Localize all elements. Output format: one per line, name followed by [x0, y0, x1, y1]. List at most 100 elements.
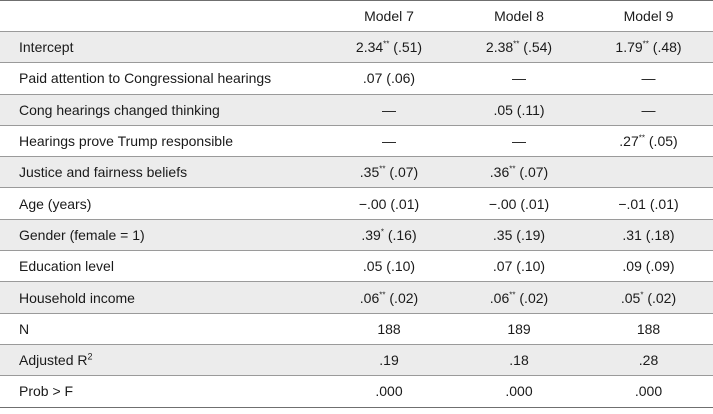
row-label: Adjusted R2 [0, 344, 324, 375]
coefficient-value: 2.38 [485, 39, 514, 56]
standard-error-value: (.48) [648, 39, 682, 56]
coefficient-value: −.00 [488, 195, 517, 212]
coefficient-value: .31 [622, 226, 642, 243]
standard-error-value: (.11) [512, 101, 545, 118]
significance-marker: ** [513, 39, 520, 49]
table-cell: .06** (.02) [324, 282, 454, 313]
table-cell: 189 [454, 313, 584, 344]
coefficient-value: 188 [377, 320, 401, 337]
table-row: N 188 189 188 [0, 313, 713, 345]
table-cell: .27** (.05) [584, 125, 713, 156]
coefficient-value: — [382, 101, 396, 118]
table-cell [584, 157, 713, 188]
row-label-text: Age (years) [19, 195, 92, 212]
coefficient-value: .07 [362, 70, 383, 87]
standard-error-value: (.10) [382, 258, 416, 275]
standard-error-value: (.01) [386, 195, 420, 212]
table-cell: −.00 (.01) [324, 188, 454, 219]
table-cell: 1.79** (.48) [584, 32, 713, 63]
table-row: Hearings prove Trump responsible — — .27** … [0, 125, 713, 157]
standard-error-value: (.07) [385, 164, 419, 181]
table-cell: −.00 (.01) [454, 188, 584, 219]
standard-error-value: (.16) [383, 226, 417, 243]
coefficient-value: −.00 [358, 195, 387, 212]
table-body: Intercept 2.34** (.51) 2.38** (.54) 1.79** … [0, 31, 713, 408]
table-cell: 2.34** (.51) [324, 32, 454, 63]
coefficient-value: — [382, 133, 396, 150]
row-label: Household income [0, 282, 324, 313]
table-row: Education level .05 (.10) .07 (.10) .09 (.0… [0, 250, 713, 282]
table-cell: .39* (.16) [324, 219, 454, 250]
row-label-text: Adjusted R [19, 352, 88, 369]
table-row: Intercept 2.34** (.51) 2.38** (.54) 1.79** … [0, 31, 713, 63]
table-cell: .18 [454, 344, 584, 375]
standard-error-value: (.19) [512, 226, 546, 243]
row-label-text: Education level [19, 258, 114, 275]
table-cell: .05* (.02) [584, 282, 713, 313]
table-cell: .07 (.10) [454, 251, 584, 282]
coefficient-value: .06 [489, 289, 510, 306]
coefficient-value: — [512, 133, 526, 150]
coefficient-value: .18 [509, 352, 529, 369]
table-cell: .07 (.06) [324, 63, 454, 94]
standard-error-value: (.07) [515, 164, 549, 181]
column-header-model-9: Model 9 [623, 8, 674, 24]
header-label-cell [0, 1, 324, 32]
table-cell: 188 [584, 313, 713, 344]
row-label: Paid attention to Congressional hearings [0, 63, 324, 94]
coefficient-value: .05 [493, 101, 513, 118]
table-cell: .000 [324, 376, 454, 407]
table-cell: .000 [584, 376, 713, 407]
table-row: Prob > F .000 .000 .000 [0, 375, 713, 408]
significance-marker: ** [509, 289, 516, 299]
table-cell: 2.38** (.54) [454, 32, 584, 63]
table-cell: — [584, 63, 713, 94]
table-cell: .000 [454, 376, 584, 407]
coefficient-value: 1.79 [615, 39, 643, 56]
coefficient-value: .09 [622, 258, 642, 275]
table-cell: — [454, 125, 584, 156]
row-label-text: Gender (female = 1) [19, 226, 145, 243]
table-cell: — [584, 94, 713, 125]
table-cell: .05 (.11) [454, 94, 584, 125]
significance-marker: * [380, 227, 384, 237]
coefficient-value: .27 [619, 133, 639, 150]
table-row: Justice and fairness beliefs .35** (.07).… [0, 156, 713, 188]
coefficient-value: .07 [492, 258, 513, 275]
significance-marker: ** [638, 133, 645, 143]
standard-error-value: (.02) [385, 289, 419, 306]
column-header-model-8: Model 8 [494, 8, 544, 24]
standard-error-value: (.02) [515, 289, 549, 306]
table-cell: .09 (.09) [584, 251, 713, 282]
standard-error-value: (.51) [389, 39, 423, 56]
row-label-text: Hearings prove Trump responsible [19, 133, 233, 150]
table-cell: .19 [324, 344, 454, 375]
row-label-text: Justice and fairness beliefs [19, 164, 188, 181]
coefficient-value: — [641, 70, 656, 87]
standard-error-value: (.02) [643, 289, 677, 306]
table-row: Gender (female = 1) .39* (.16) .35 (.19) .3… [0, 219, 713, 251]
table-cell: −.01 (.01) [584, 188, 713, 219]
standard-error-value: (.05) [645, 133, 678, 150]
row-label-text: N [19, 320, 30, 337]
table-cell: — [324, 125, 454, 156]
standard-error-value: (.18) [641, 226, 675, 243]
table-header: Model 7 Model 8 Model 9 [0, 0, 713, 32]
standard-error-value: (.54) [519, 39, 553, 56]
table-row: Paid attention to Congressional hearings… [0, 62, 713, 95]
coefficient-value: 188 [636, 320, 661, 337]
row-label: N [0, 313, 324, 344]
standard-error-value: (.01) [516, 195, 550, 212]
row-label-text: Paid attention to Congressional hearings [19, 70, 272, 87]
row-label-text: Intercept [19, 39, 74, 56]
table-row: Age (years) −.00 (.01) −.00 (.01) −.01 (.01… [0, 187, 713, 220]
significance-marker: ** [642, 39, 649, 49]
coefficient-value: 2.34 [355, 39, 384, 56]
row-label: Hearings prove Trump responsible [0, 125, 324, 156]
table-cell: .36** (.07) [454, 157, 584, 188]
row-label: Age (years) [0, 188, 324, 219]
row-label: Education level [0, 251, 324, 282]
row-label: Prob > F [0, 376, 324, 407]
row-label: Cong hearings changed thinking [0, 94, 324, 125]
